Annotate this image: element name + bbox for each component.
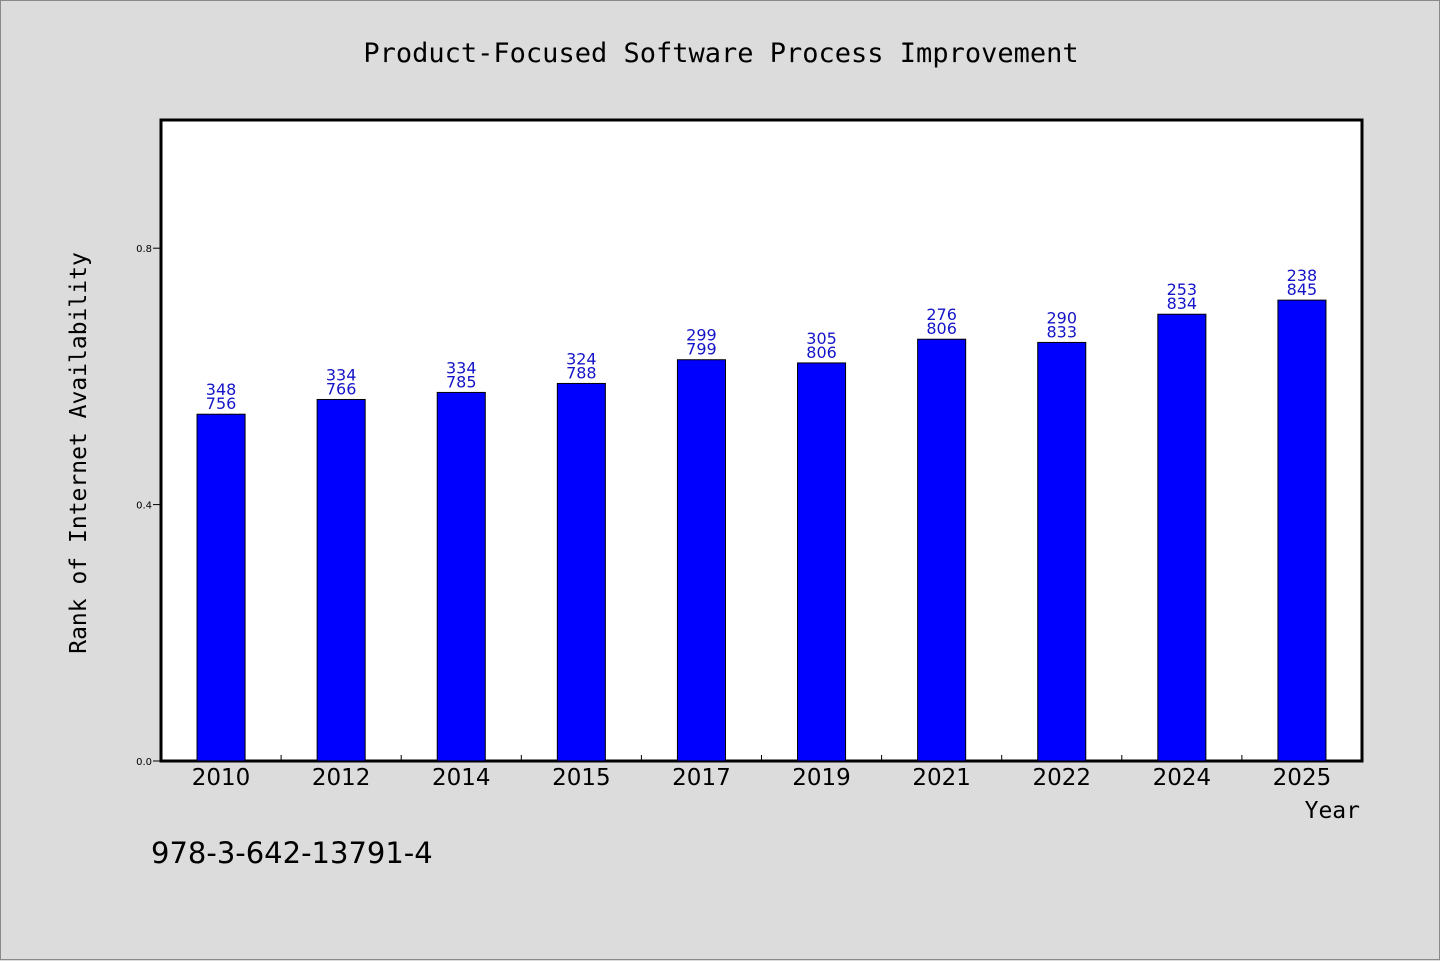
- bar-label-bottom: 756: [206, 394, 237, 413]
- bar-2014: [436, 391, 486, 762]
- x-tick-label: 2014: [432, 765, 491, 791]
- bar-label-top: 253: [1167, 280, 1198, 299]
- bar-2010: [196, 413, 246, 762]
- bar-label-top: 276: [926, 305, 957, 324]
- x-tick-label: 2015: [552, 765, 611, 791]
- y-axis-label: Rank of Internet Availability: [66, 252, 92, 654]
- x-tick-label: 2019: [792, 765, 851, 791]
- bar-2021: [917, 338, 967, 762]
- bar-2022: [1037, 341, 1087, 762]
- y-tick-label: 0.4: [136, 501, 152, 512]
- bar-label-top: 299: [686, 326, 717, 345]
- bar-label-bottom: 799: [686, 340, 717, 359]
- bar-label-bottom: 845: [1287, 280, 1318, 299]
- bar-label-top: 334: [326, 365, 357, 384]
- x-tick-label: 2017: [672, 765, 731, 791]
- isbn-annotation: 978-3-642-13791-4: [151, 836, 433, 870]
- bar-label-top: 334: [446, 358, 477, 377]
- bar-label-bottom: 834: [1167, 294, 1198, 313]
- x-tick-label: 2024: [1153, 765, 1212, 791]
- bar-label-top: 348: [206, 380, 237, 399]
- y-tick-label: 0.8: [136, 244, 152, 255]
- bar-label-top: 305: [806, 329, 837, 348]
- y-axis-ticks: 0.0 0.4 0.8: [136, 244, 161, 768]
- chart-title: Product-Focused Software Process Improve…: [363, 38, 1078, 69]
- bar-label-bottom: 806: [926, 319, 957, 338]
- bar-2017: [676, 359, 726, 762]
- x-tick-label: 2012: [312, 765, 371, 791]
- bar-label-top: 290: [1046, 308, 1077, 327]
- x-tick-label: 2021: [912, 765, 971, 791]
- bar-label-bottom: 785: [446, 372, 477, 391]
- bar-label-top: 324: [566, 349, 597, 368]
- x-tick-label: 2022: [1032, 765, 1091, 791]
- bar-label-top: 238: [1287, 266, 1318, 285]
- x-axis-ticks: 2010 2012 2014 2015 2017 2019 2021 2022 2024 2025: [192, 755, 1331, 791]
- bar-2012: [316, 398, 366, 762]
- x-axis-label: Year: [1305, 798, 1360, 824]
- bar-2015: [556, 382, 606, 762]
- bar-label-bottom: 788: [566, 363, 597, 382]
- bar-2025: [1277, 299, 1327, 762]
- bar-data-labels: 3487563347663347853247882997993058062768…: [206, 266, 1317, 413]
- bar-2024: [1157, 313, 1207, 762]
- bar-2019: [797, 362, 847, 762]
- bar-series: [196, 299, 1327, 762]
- y-tick-label: 0.0: [136, 757, 152, 768]
- x-tick-label: 2010: [192, 765, 251, 791]
- bar-label-bottom: 766: [326, 379, 357, 398]
- x-tick-label: 2025: [1273, 765, 1332, 791]
- bar-label-bottom: 833: [1046, 322, 1077, 341]
- bar-label-bottom: 806: [806, 343, 837, 362]
